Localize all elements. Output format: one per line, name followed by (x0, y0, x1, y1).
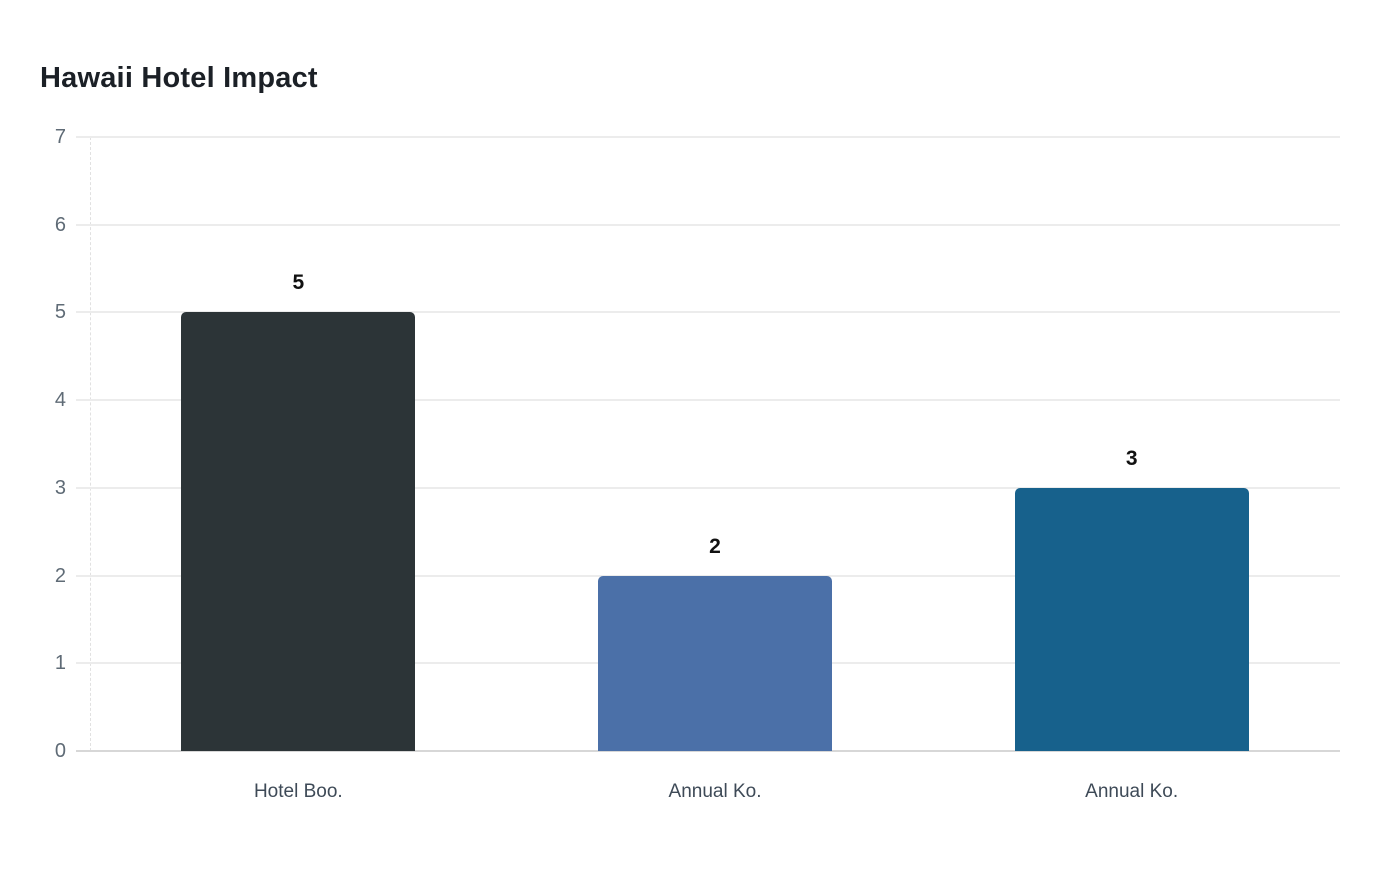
gridline-y-4 (76, 399, 1340, 402)
y-axis-tick-label: 2 (54, 564, 66, 587)
chart-title: Hawaii Hotel Impact (40, 62, 318, 94)
y-axis-tick-label: 7 (54, 126, 66, 148)
bar-chart-plot-area: 0 1 2 3 4 5 6 7 5 Hotel Boo. 2 Annual Ko. 3 Annual Ko… (55, 126, 1340, 802)
y-axis-line (90, 137, 91, 751)
x-axis-category-label: Annual Ko. (668, 781, 762, 802)
gridline-y-7 (76, 136, 1340, 138)
y-axis-tick-label: 6 (54, 213, 66, 236)
bar-0 (181, 312, 416, 751)
gridline-y-5 (76, 311, 1340, 314)
bar-value-label: 2 (709, 534, 721, 558)
y-axis-tick-label: 1 (54, 652, 66, 675)
bar-value-label: 3 (1125, 446, 1138, 470)
gridline-y-2 (76, 574, 1340, 577)
bar-value-label: 5 (292, 271, 305, 295)
bar-1 (598, 575, 832, 751)
y-axis-tick-label: 0 (54, 740, 66, 762)
gridline-y-3 (76, 486, 1340, 489)
gridline-y-0 (76, 750, 1340, 752)
x-axis-category-label: Annual Ko. (1085, 781, 1179, 802)
y-axis-tick-label: 3 (54, 476, 66, 499)
x-axis-category-label: Hotel Boo. (253, 781, 343, 802)
bar-2 (1014, 487, 1249, 751)
y-axis-tick-label: 5 (54, 301, 66, 324)
gridline-y-6 (76, 223, 1340, 226)
y-axis-tick-label: 4 (54, 389, 66, 412)
